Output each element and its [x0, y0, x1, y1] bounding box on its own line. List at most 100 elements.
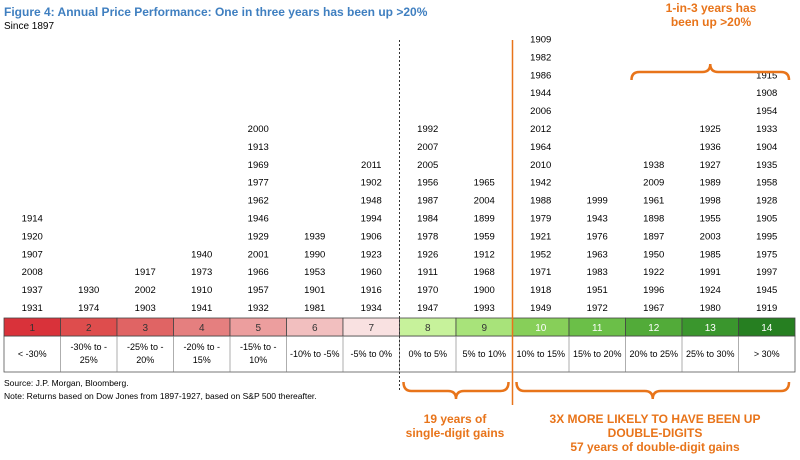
year-label-8: 1978	[417, 231, 438, 242]
year-label-1: 1914	[22, 214, 43, 225]
year-label-5: 2000	[248, 124, 269, 135]
year-label-10: 1918	[530, 285, 551, 296]
year-label-11: 1976	[587, 231, 608, 242]
category-number-12: 12	[648, 323, 660, 334]
double-digit-brace	[515, 381, 791, 400]
range-label-10: 10% to 15%	[516, 349, 565, 359]
range-label-3: -25% to -	[127, 342, 164, 352]
category-number-8: 8	[425, 323, 431, 334]
year-label-8: 1947	[417, 303, 438, 314]
year-label-5: 1957	[248, 285, 269, 296]
range-label-1: < -30%	[18, 349, 47, 359]
range-label-4: -20% to -	[183, 342, 220, 352]
range-label-8: 0% to 5%	[408, 349, 447, 359]
category-number-14: 14	[761, 323, 773, 334]
category-number-13: 13	[705, 323, 717, 334]
year-label-10: 1979	[530, 214, 551, 225]
range-label-5: -15% to -	[240, 342, 277, 352]
year-label-12: 1897	[643, 231, 664, 242]
range-label-3: 20%	[136, 355, 154, 365]
year-label-11: 1999	[587, 196, 608, 207]
year-label-5: 1966	[248, 267, 269, 278]
year-label-14: 1997	[756, 267, 777, 278]
year-label-13: 1985	[700, 249, 721, 260]
year-label-9: 2004	[474, 196, 495, 207]
year-label-13: 1998	[700, 196, 721, 207]
range-label-5: 10%	[249, 355, 267, 365]
year-label-7: 1916	[361, 285, 382, 296]
category-number-5: 5	[255, 323, 261, 334]
annotation-one-in-three: 1-in-3 years has been up >20%	[636, 1, 786, 29]
year-label-10: 1949	[530, 303, 551, 314]
category-number-3: 3	[142, 323, 148, 334]
year-label-8: 1911	[418, 267, 438, 278]
year-label-14: 1933	[756, 124, 777, 135]
chart-subtitle: Since 1897	[4, 21, 55, 32]
year-label-4: 1973	[191, 267, 212, 278]
year-label-2: 1930	[78, 285, 99, 296]
year-label-14: 1928	[756, 196, 777, 207]
year-label-11: 1972	[587, 303, 608, 314]
year-label-5: 1977	[248, 178, 269, 189]
year-label-11: 1943	[587, 214, 608, 225]
annotation-double-digit-line-3: 57 years of double-digit gains	[570, 440, 740, 454]
year-label-10: 1921	[530, 231, 551, 242]
year-label-5: 2001	[248, 249, 269, 260]
source-note: Source: J.P. Morgan, Bloomberg.	[4, 378, 129, 388]
year-label-14: 1915	[756, 70, 777, 81]
year-label-12: 1922	[643, 267, 664, 278]
year-label-12: 2009	[643, 178, 664, 189]
year-label-6: 1981	[304, 303, 325, 314]
year-label-13: 1980	[700, 303, 721, 314]
year-label-3: 1917	[135, 267, 156, 278]
year-label-8: 1970	[417, 285, 438, 296]
year-label-9: 1968	[474, 267, 495, 278]
range-label-2: -30% to -	[70, 342, 107, 352]
year-label-5: 1969	[248, 160, 269, 171]
year-label-8: 1992	[417, 124, 438, 135]
year-label-13: 1936	[700, 142, 721, 153]
year-label-14: 1908	[756, 88, 777, 99]
range-label-12: 20% to 25%	[629, 349, 678, 359]
year-label-14: 1935	[756, 160, 777, 171]
year-label-5: 1946	[248, 214, 269, 225]
annotation-one-in-three-line-1: 1-in-3 years has	[665, 1, 757, 15]
chart-title: Figure 4: Annual Price Performance: One …	[4, 5, 428, 19]
year-label-12: 1950	[643, 249, 664, 260]
year-label-14: 1995	[756, 231, 777, 242]
year-label-10: 1986	[530, 70, 551, 81]
year-label-10: 1982	[530, 52, 551, 63]
year-label-5: 1913	[248, 142, 269, 153]
year-label-1: 2008	[22, 267, 43, 278]
year-label-8: 1987	[417, 196, 438, 207]
year-label-10: 1971	[530, 267, 551, 278]
year-label-10: 1909	[530, 35, 551, 46]
year-label-4: 1940	[191, 249, 212, 260]
year-label-11: 1983	[587, 267, 608, 278]
year-label-10: 1944	[530, 88, 551, 99]
annotation-single-digit-line-1: 19 years of	[423, 412, 487, 426]
year-label-14: 1945	[756, 285, 777, 296]
year-label-1: 1920	[22, 231, 43, 242]
year-label-10: 2012	[530, 124, 551, 135]
year-label-8: 1926	[417, 249, 438, 260]
annotation-single-digit: 19 years of single-digit gains	[395, 412, 515, 440]
range-label-7: -5% to 0%	[350, 349, 392, 359]
year-label-1: 1931	[22, 303, 43, 314]
year-label-9: 1900	[474, 285, 495, 296]
year-label-3: 1903	[135, 303, 156, 314]
year-label-3: 2002	[135, 285, 156, 296]
year-label-14: 1919	[756, 303, 777, 314]
category-bar-14	[738, 317, 796, 337]
year-label-12: 1898	[643, 214, 664, 225]
year-label-9: 1993	[474, 303, 495, 314]
category-number-6: 6	[312, 323, 318, 334]
range-label-2: 25%	[80, 355, 98, 365]
category-number-1: 1	[29, 323, 35, 334]
year-label-8: 1956	[417, 178, 438, 189]
year-label-10: 1952	[530, 249, 551, 260]
year-label-6: 1953	[304, 267, 325, 278]
year-label-7: 1902	[361, 178, 382, 189]
year-label-10: 2010	[530, 160, 551, 171]
year-label-9: 1912	[474, 249, 495, 260]
